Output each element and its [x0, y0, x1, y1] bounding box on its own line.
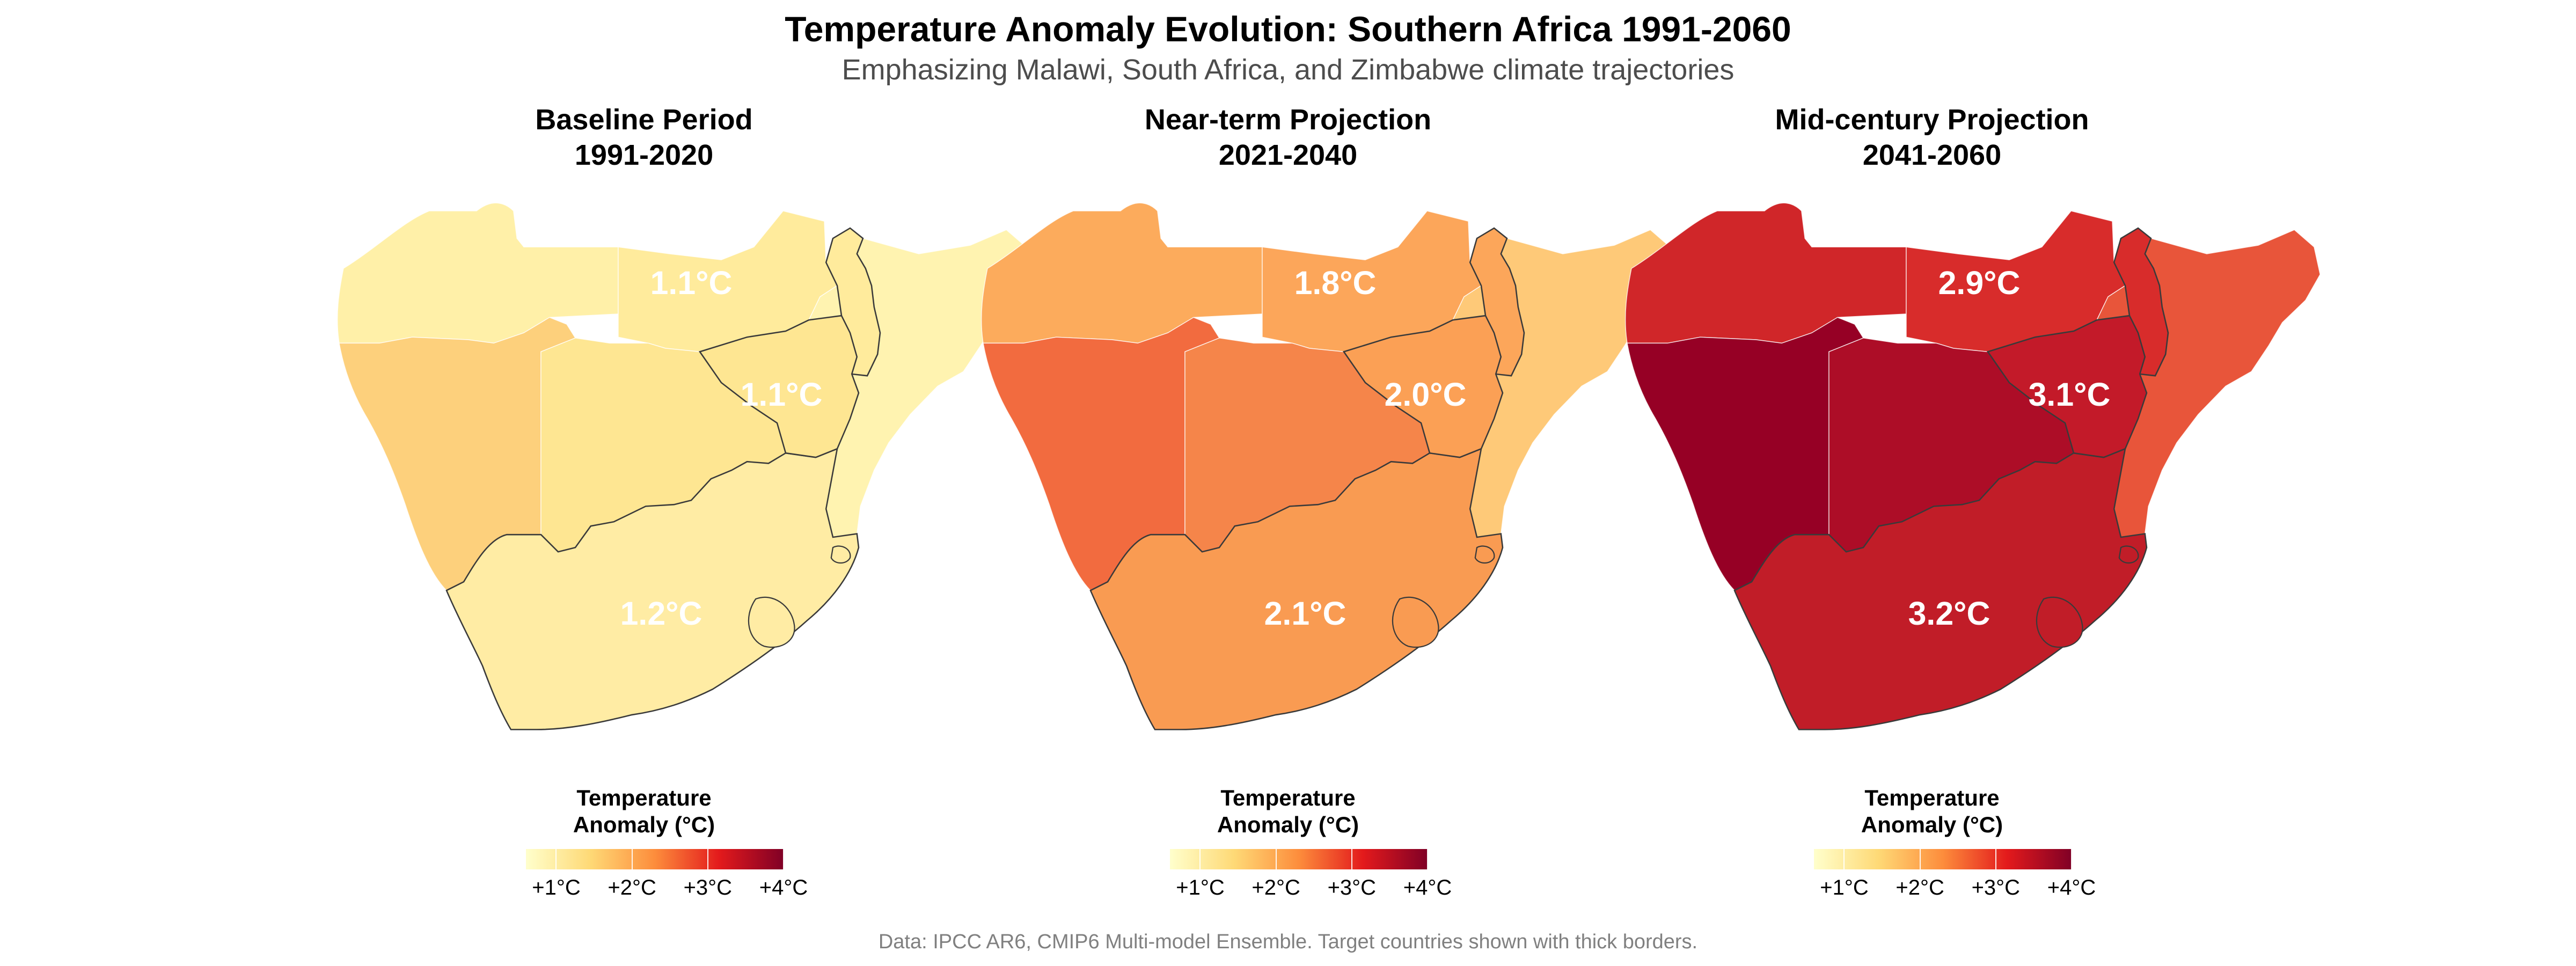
region-south-africa — [1733, 448, 2148, 730]
legend-tick-mark — [1843, 849, 1845, 869]
region-eswatini — [2118, 545, 2139, 564]
value-label-south-africa: 3.2°C — [1908, 595, 1990, 632]
legend-tick-label: +1°C — [1820, 876, 1869, 899]
region-south-africa — [445, 448, 860, 730]
region-angola — [1625, 202, 1907, 344]
legend-tick-label: +1°C — [532, 876, 581, 899]
panel-title-period: 2041-2060 — [1862, 139, 2002, 171]
legend-tick-label: +3°C — [1971, 876, 2021, 899]
region-angola — [337, 202, 619, 344]
legend-tick-mark — [1351, 849, 1352, 869]
legend-tick-label: +2°C — [608, 876, 656, 899]
legend-tick-label: +1°C — [1176, 876, 1225, 899]
map-panel-mid-century: Mid-century Projection 2041-2060 2.9°C 3.… — [1503, 102, 2361, 899]
value-label-malawi: 1.8°C — [1294, 265, 1377, 301]
legend-tick-label: +2°C — [1252, 876, 1300, 899]
region-zimbabwe — [1342, 314, 1504, 458]
region-zimbabwe — [698, 314, 860, 458]
choropleth-map: 1.8°C 2.0°C 2.1°C — [981, 202, 1677, 730]
legend-tick-mark — [631, 849, 633, 869]
panel-title: Near-term Projection 2021-2040 — [859, 102, 1717, 173]
legend-tick-mark — [1199, 849, 1201, 869]
region-eswatini — [1474, 545, 1495, 564]
chart-subtitle: Emphasizing Malawi, South Africa, and Zi… — [841, 54, 1735, 86]
legend-tick-mark — [555, 849, 557, 869]
chart-title: Temperature Anomaly Evolution: Southern … — [785, 9, 1791, 49]
data-source-caption: Data: IPCC AR6, CMIP6 Multi-model Ensemb… — [878, 931, 1698, 953]
legend-tick-mark — [707, 849, 708, 869]
value-label-zimbabwe: 1.1°C — [741, 376, 823, 413]
panel-title-name: Near-term Projection — [1144, 104, 1432, 136]
panel-title-period: 2021-2040 — [1218, 139, 1358, 171]
legend-tick-mark — [1275, 849, 1277, 869]
value-label-zimbabwe: 3.1°C — [2029, 376, 2111, 413]
legend-title-line1: Temperature — [576, 785, 712, 810]
legend-title-line1: Temperature — [1220, 785, 1356, 810]
region-south-africa — [1089, 448, 1504, 730]
value-label-south-africa: 2.1°C — [1264, 595, 1346, 632]
value-label-zimbabwe: 2.0°C — [1385, 376, 1467, 413]
legend-colorbar — [1814, 849, 2072, 869]
legend-tick-label: +3°C — [683, 876, 733, 899]
value-label-malawi: 2.9°C — [1938, 265, 2021, 301]
choropleth-map: 1.1°C 1.1°C 1.2°C — [337, 202, 1033, 730]
legend-tick-mark — [2071, 849, 2072, 869]
legend-tick-mark — [1427, 849, 1428, 869]
panel-title: Baseline Period 1991-2020 — [215, 102, 1073, 173]
map-panel-near-term: Near-term Projection 2021-2040 1.8°C 2.0°… — [859, 102, 1717, 899]
legend-title-line1: Temperature — [1864, 785, 2000, 810]
legend-colorbar — [1170, 849, 1428, 869]
region-angola — [981, 202, 1263, 344]
legend-tick-label: +4°C — [2047, 876, 2096, 899]
region-zimbabwe — [1986, 314, 2148, 458]
value-label-malawi: 1.1°C — [650, 265, 733, 301]
legend-title-line2: Anomaly (°C) — [1217, 812, 1359, 837]
legend-title: Temperature Anomaly (°C) — [1503, 785, 2361, 838]
legend-tick-mark — [1919, 849, 1921, 869]
legend-title: Temperature Anomaly (°C) — [859, 785, 1717, 838]
legend-tick-label: +3°C — [1327, 876, 1377, 899]
legend-tick-label: +4°C — [759, 876, 808, 899]
map-panel-baseline: Baseline Period 1991-2020 1.1°C 1.1°C 1.2°… — [215, 102, 1073, 899]
panel-title-period: 1991-2020 — [574, 139, 714, 171]
region-eswatini — [830, 545, 851, 564]
legend-tick-label: +2°C — [1896, 876, 1944, 899]
legend-title: Temperature Anomaly (°C) — [215, 785, 1073, 838]
panel-title-name: Mid-century Projection — [1775, 104, 2089, 136]
legend-tick-mark — [1995, 849, 1996, 869]
region-lesotho — [1392, 596, 1439, 648]
legend-title-line2: Anomaly (°C) — [573, 812, 715, 837]
legend-title-line2: Anomaly (°C) — [1861, 812, 2003, 837]
region-lesotho — [2036, 596, 2083, 648]
choropleth-map: 2.9°C 3.1°C 3.2°C — [1625, 202, 2321, 730]
legend-tick-mark — [783, 849, 784, 869]
panel-title: Mid-century Projection 2041-2060 — [1503, 102, 2361, 173]
value-label-south-africa: 1.2°C — [620, 595, 702, 632]
legend-colorbar — [526, 849, 784, 869]
legend-tick-label: +4°C — [1403, 876, 1452, 899]
region-lesotho — [748, 596, 795, 648]
panel-title-name: Baseline Period — [535, 104, 753, 136]
